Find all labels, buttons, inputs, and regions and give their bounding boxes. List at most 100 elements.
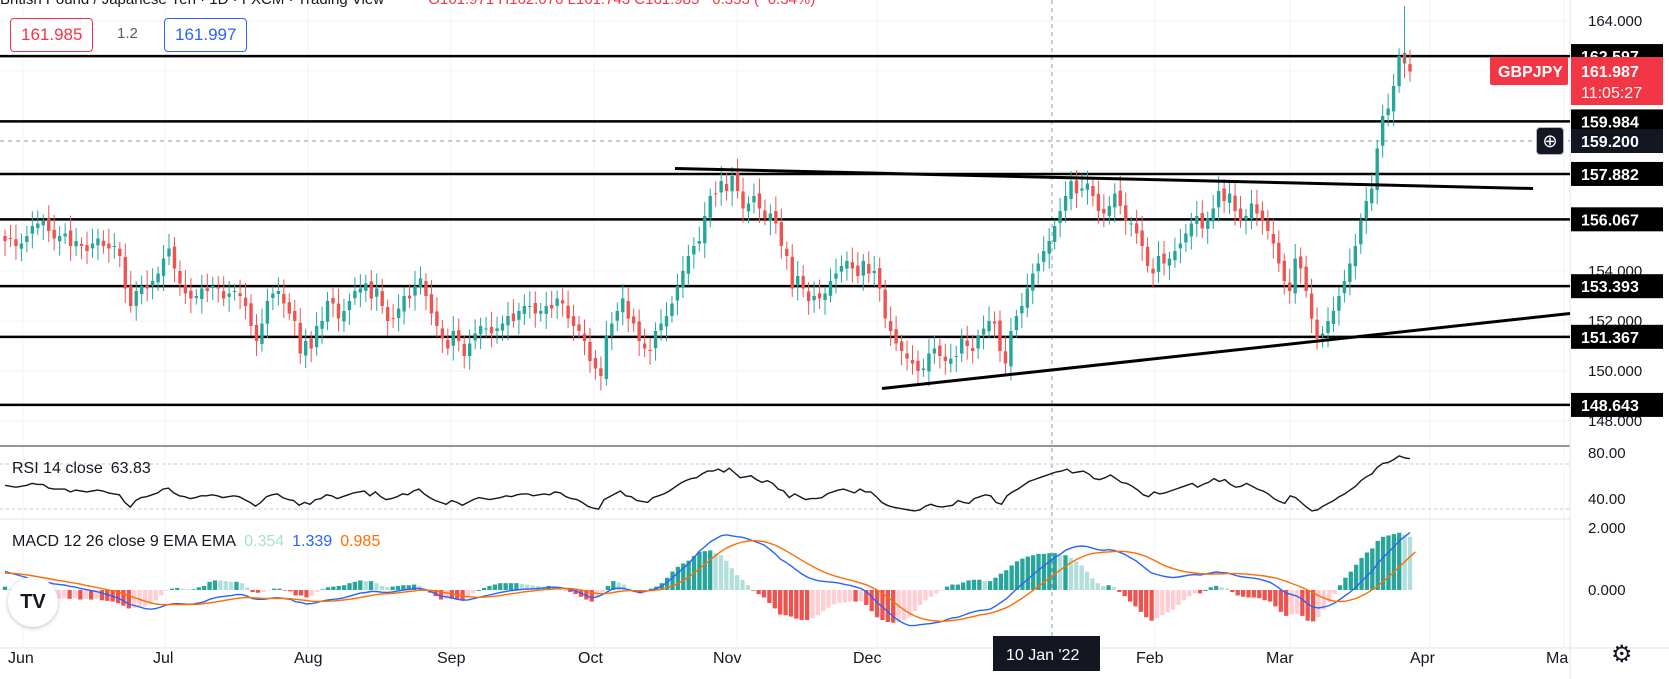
macd-histogram-bar — [891, 590, 896, 623]
candle-body — [850, 262, 855, 269]
rsi-legend-label: RSI 14 close — [12, 460, 103, 477]
macd-histogram-bar — [223, 581, 228, 590]
candle-body — [1063, 196, 1068, 211]
candle-body — [522, 306, 527, 314]
candle-body — [1216, 191, 1221, 208]
candle-body — [1320, 333, 1325, 336]
price-axis[interactable]: 164.000162.000160.000158.000156.000154.0… — [1490, 13, 1663, 599]
macd-histogram-bar — [885, 590, 890, 623]
candle-body — [817, 293, 822, 299]
macd-histogram-bar — [1316, 590, 1321, 618]
candle-body — [752, 196, 756, 203]
macd-histogram-bar — [218, 580, 223, 590]
macd-histogram-bar — [944, 586, 950, 590]
macd-histogram-bar — [729, 568, 734, 590]
macd-histogram-bar — [869, 590, 874, 612]
candle-body — [325, 301, 330, 322]
macd-histogram-bar — [864, 590, 869, 606]
price-tick-label: 164.000 — [1588, 13, 1642, 30]
macd-histogram-bar — [325, 587, 331, 590]
current-price-label: 161.987 — [1581, 64, 1639, 81]
candle-body — [473, 333, 477, 341]
macd-histogram-bar — [1332, 590, 1337, 595]
macd-histogram-bar — [72, 590, 78, 599]
candle-body — [293, 310, 297, 321]
candle-body — [303, 341, 308, 356]
candle-body — [25, 236, 29, 243]
candle-body — [1151, 268, 1155, 274]
add-alert-plus-icon[interactable]: ⊕ — [1536, 127, 1564, 155]
macd-histogram-bar — [336, 585, 341, 590]
candle-body — [768, 213, 773, 221]
candle-body — [457, 330, 461, 341]
macd-histogram-bar — [212, 580, 218, 590]
candle-body — [533, 303, 537, 314]
time-tick-label: Aug — [294, 650, 322, 667]
macd-histogram-bar — [1068, 557, 1074, 590]
candle-body — [1370, 188, 1374, 204]
candle-body — [965, 340, 969, 346]
macd-histogram-bar — [411, 584, 417, 590]
candle-body — [757, 193, 762, 209]
macd-histogram-bar — [1305, 590, 1310, 621]
macd-legend[interactable]: MACD 12 26 close 9 EMA EMA 0.354 1.339 0.98… — [12, 533, 380, 551]
candle-body — [1304, 266, 1308, 291]
candles — [3, 6, 1412, 391]
candle-body — [1162, 253, 1166, 264]
macd-histogram-bar — [1310, 590, 1316, 622]
macd-histogram-bar — [1160, 590, 1165, 616]
macd-histogram-bar — [907, 590, 912, 618]
candle-body — [342, 311, 346, 322]
macd-histogram-bar — [756, 590, 761, 595]
settings-gear-icon[interactable]: ⚙ — [1611, 641, 1633, 668]
macd-histogram-bar — [810, 590, 815, 618]
candle-body — [714, 193, 718, 195]
macd-histogram-bar — [1052, 553, 1057, 590]
candle-body — [139, 286, 144, 294]
macd-histogram-bar — [605, 585, 611, 590]
time-axis[interactable]: Jun Jul Aug Sep Oct Nov Dec Feb Mar Apr Ma 10 Jan '… — [8, 636, 1568, 671]
tradingview-logo[interactable]: TV — [8, 577, 58, 627]
candle-body — [1331, 311, 1336, 324]
macd-histogram-bar — [982, 581, 987, 590]
candle-body — [74, 241, 78, 247]
candle-body — [1211, 208, 1215, 222]
sell-price-button[interactable]: 161.985 — [10, 18, 94, 52]
macd-histogram-bar — [142, 590, 148, 607]
candle-body — [823, 293, 827, 301]
candle-body — [1337, 296, 1341, 311]
candle-body — [992, 321, 997, 324]
macd-histogram-bar — [993, 577, 998, 590]
macd-histogram-bar — [934, 590, 939, 594]
rsi-legend[interactable]: RSI 14 close 63.83 — [12, 460, 151, 478]
macd-histogram-bar — [62, 590, 67, 599]
macd-histogram-bar — [664, 577, 670, 590]
candle-body — [779, 222, 783, 246]
candle-body — [194, 296, 199, 298]
macd-histogram-bar — [202, 585, 207, 590]
macd-histogram-bar — [573, 590, 578, 595]
macd-histogram-bar — [1014, 561, 1020, 590]
macd-histogram-bar — [492, 584, 498, 590]
level-price-label: 153.393 — [1581, 279, 1639, 296]
macd-histogram-bar — [1154, 590, 1160, 618]
candle-body — [380, 291, 384, 306]
macd-histogram-bar — [514, 583, 519, 590]
buy-price-button[interactable]: 161.997 — [164, 18, 248, 52]
macd-histogram-bar — [1251, 590, 1257, 598]
candle-body — [528, 306, 532, 307]
macd-histogram-bar — [966, 580, 971, 590]
candle-body — [407, 295, 412, 299]
candle-body — [429, 294, 434, 314]
candle-body — [856, 265, 860, 276]
candle-body — [834, 273, 838, 279]
candle-body — [867, 263, 871, 274]
candle-body — [358, 288, 363, 293]
candle-body — [282, 293, 286, 304]
macd-histogram-bar — [56, 590, 61, 599]
chart-title: British Pound / Japanese Yen · 1D · FXCM… — [0, 0, 384, 8]
candle-body — [954, 356, 958, 358]
candle-body — [664, 316, 669, 327]
